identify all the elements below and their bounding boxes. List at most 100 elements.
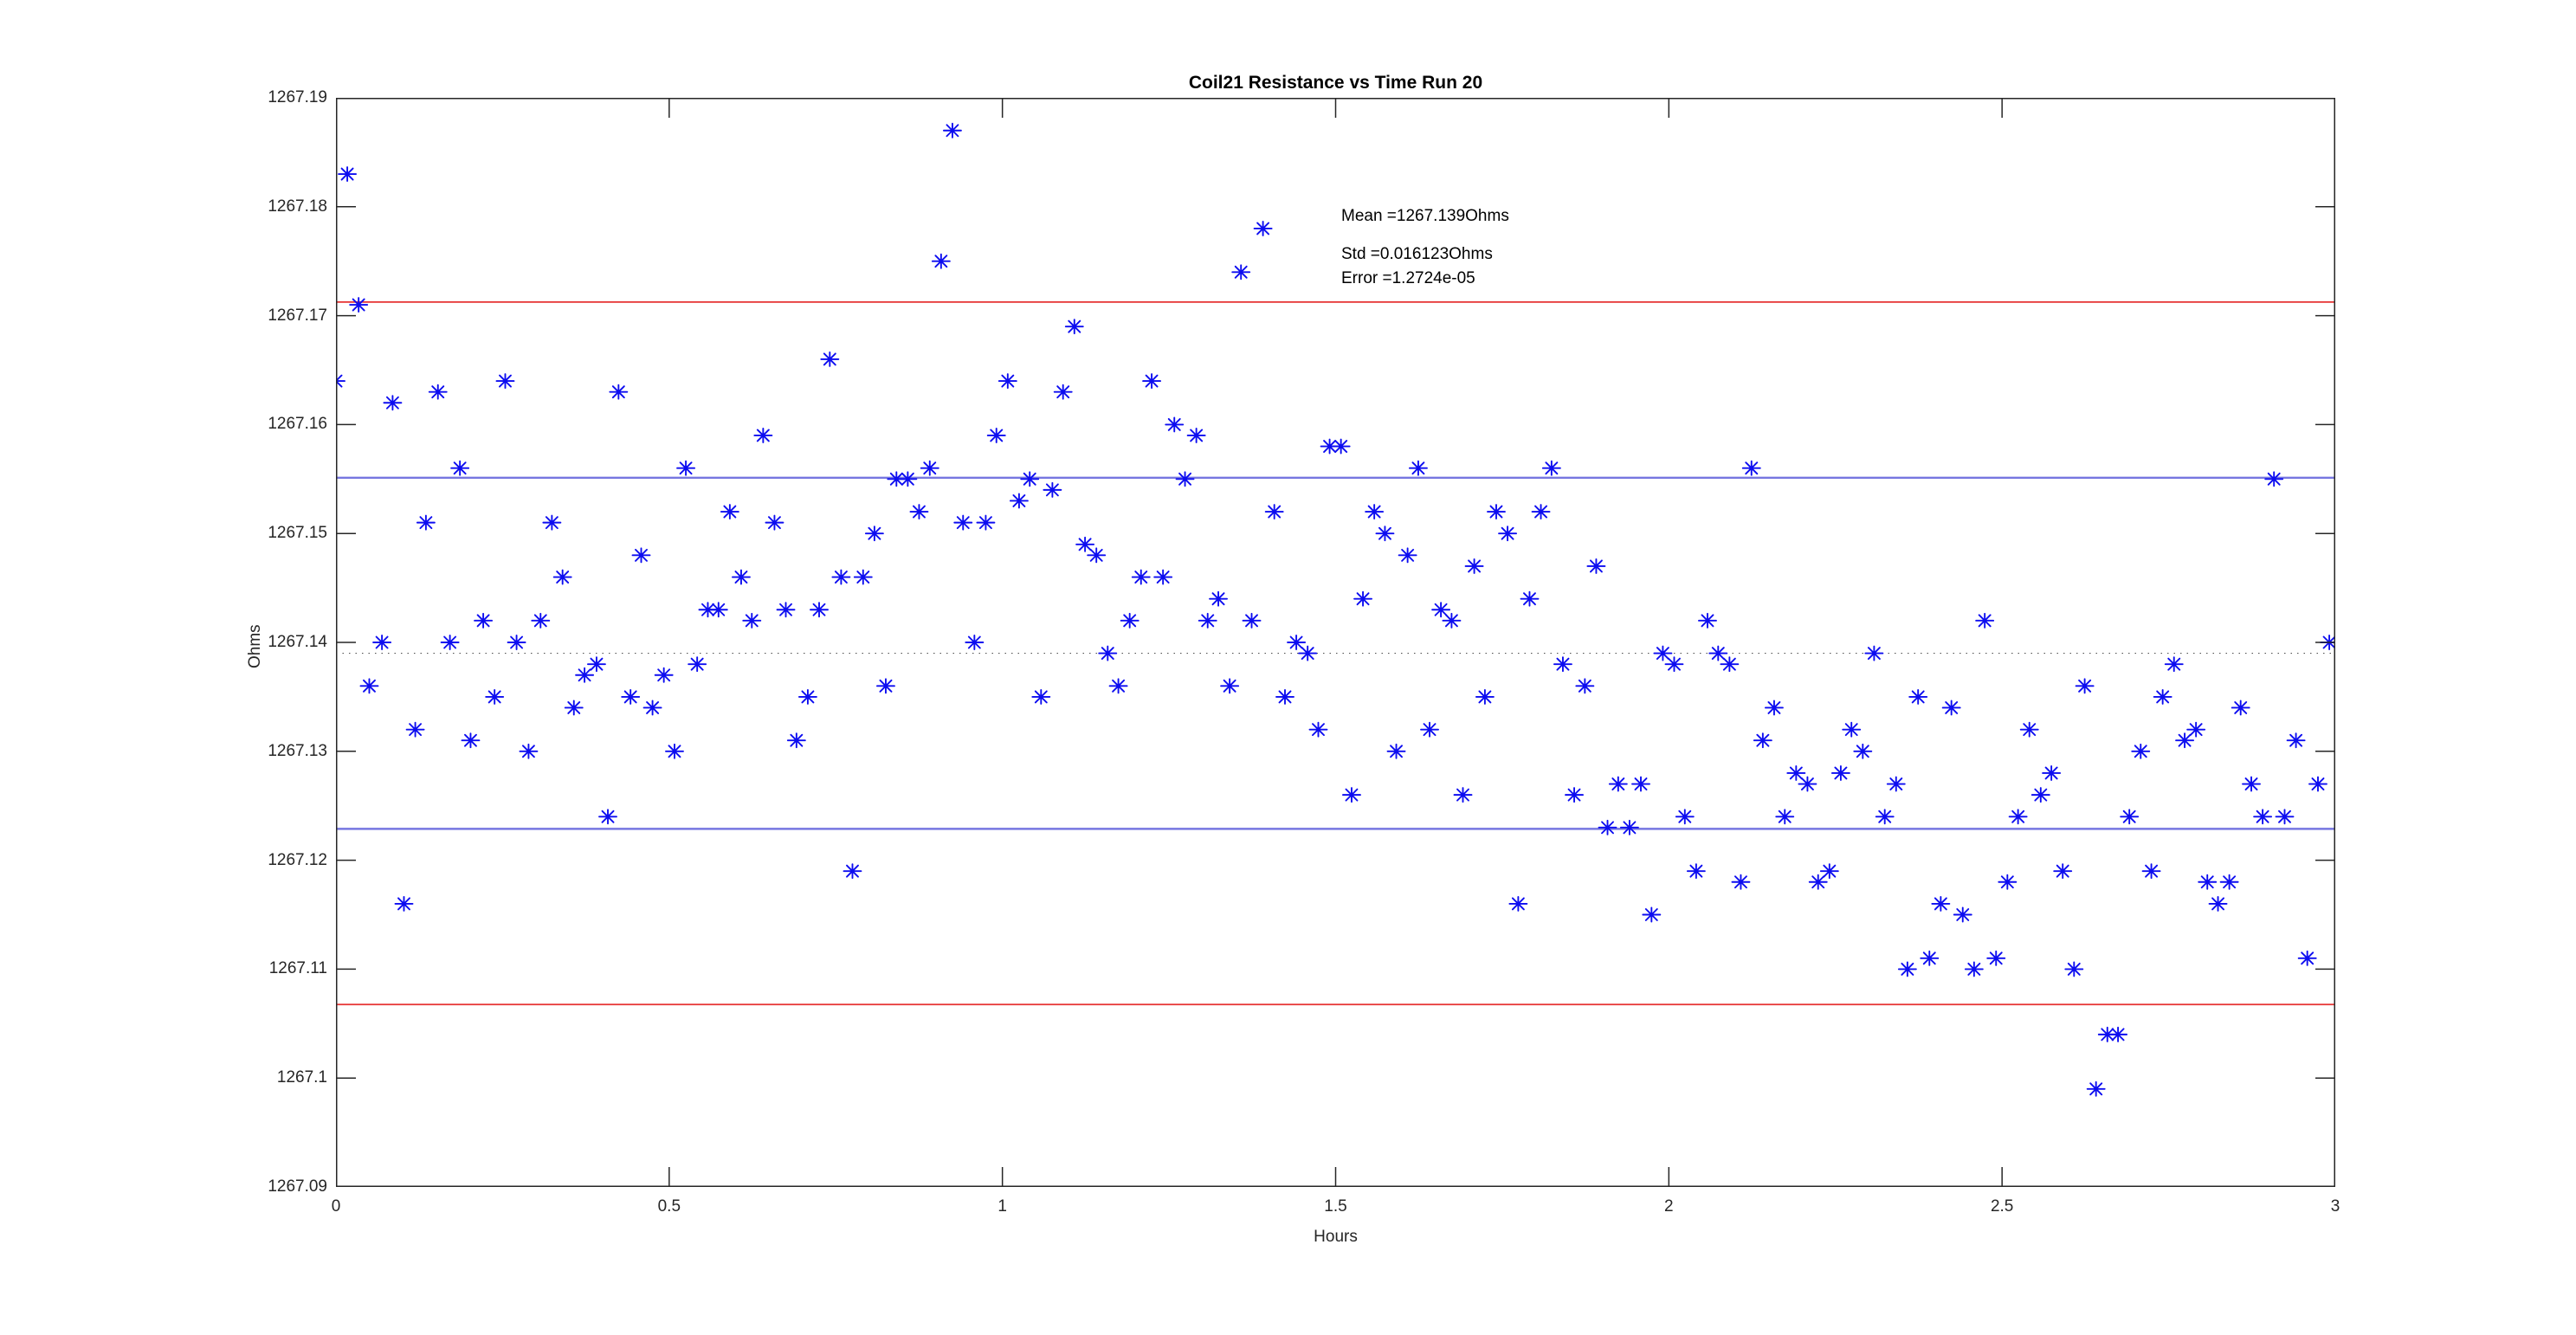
data-point-marker xyxy=(575,667,595,683)
data-point-marker xyxy=(1553,656,1572,673)
data-point-marker xyxy=(843,863,862,880)
data-point-marker xyxy=(2264,471,2284,487)
data-point-marker xyxy=(495,373,515,390)
data-point-marker xyxy=(1853,743,1873,759)
data-point-marker xyxy=(2208,895,2228,912)
y-tick-label: 1267.13 xyxy=(268,741,327,760)
data-point-marker xyxy=(1487,504,1506,519)
data-point-marker xyxy=(876,678,895,694)
data-point-marker xyxy=(853,569,873,585)
data-point-marker xyxy=(552,569,572,585)
y-tick-label: 1267.09 xyxy=(268,1177,327,1196)
data-point-marker xyxy=(2253,809,2273,825)
data-point-marker xyxy=(942,122,962,139)
data-point-marker xyxy=(810,602,829,618)
data-point-marker xyxy=(405,721,425,738)
data-point-marker xyxy=(2141,863,2161,880)
data-point-marker xyxy=(698,602,718,618)
data-point-marker xyxy=(2008,809,2028,825)
y-tick-label: 1267.19 xyxy=(268,88,327,106)
data-point-marker xyxy=(1209,590,1228,607)
y-tick-label: 1267.15 xyxy=(268,524,327,543)
std-annotation: Std =0.016123Ohms xyxy=(1341,245,1493,263)
data-point-marker xyxy=(1886,776,1906,792)
data-point-marker xyxy=(1142,373,1162,390)
data-point-marker xyxy=(1753,732,1772,749)
data-point-marker xyxy=(776,602,796,618)
data-point-marker xyxy=(1764,700,1784,716)
data-point-marker xyxy=(1242,612,1262,629)
data-point-marker xyxy=(753,428,773,443)
data-point-marker xyxy=(1108,678,1128,694)
data-point-marker xyxy=(1864,645,1884,661)
data-point-marker xyxy=(1375,526,1395,542)
x-tick-label: 0 xyxy=(331,1197,341,1216)
data-point-marker xyxy=(2097,1026,2117,1042)
y-tick-label: 1267.11 xyxy=(268,959,327,978)
data-point-marker xyxy=(1731,874,1751,890)
data-point-marker xyxy=(1642,906,1662,923)
data-point-marker xyxy=(2019,721,2039,738)
data-point-marker xyxy=(953,514,973,531)
data-point-marker xyxy=(676,460,696,476)
data-point-marker xyxy=(1931,895,1951,912)
chart-title: Coil21 Resistance vs Time Run 20 xyxy=(1188,73,1483,93)
data-point-marker xyxy=(688,656,707,673)
data-point-marker xyxy=(542,514,562,531)
plot-canvas xyxy=(336,98,2335,1187)
data-point-marker xyxy=(1131,569,1151,585)
data-point-marker xyxy=(797,688,817,705)
data-point-marker xyxy=(909,504,929,519)
data-point-marker xyxy=(1098,645,1118,661)
data-point-marker xyxy=(586,656,606,673)
data-point-marker xyxy=(1575,678,1595,694)
data-point-marker xyxy=(1897,961,1917,977)
data-point-marker xyxy=(1053,384,1073,400)
data-point-marker xyxy=(1498,526,1518,542)
data-point-marker xyxy=(1842,721,1862,738)
data-point-marker xyxy=(2120,809,2140,825)
data-point-marker xyxy=(1708,645,1728,661)
data-point-marker xyxy=(1264,504,1284,519)
data-point-marker xyxy=(1031,688,1051,705)
data-point-marker xyxy=(642,700,662,716)
y-tick-label: 1267.1 xyxy=(276,1068,327,1087)
x-tick-label: 1 xyxy=(997,1197,1007,1216)
data-point-marker xyxy=(1798,776,1817,792)
data-point-marker xyxy=(720,504,739,519)
data-point-marker xyxy=(338,166,358,183)
stats-annotation: Mean =1267.139Ohms Std =0.016123Ohms Err… xyxy=(1341,208,1509,287)
data-point-marker xyxy=(1698,612,1717,629)
data-point-marker xyxy=(1565,787,1584,803)
data-point-marker xyxy=(1686,863,1706,880)
data-point-marker xyxy=(1720,656,1740,673)
data-point-marker xyxy=(1964,961,1984,977)
data-point-marker xyxy=(1508,895,1528,912)
data-point-marker xyxy=(2086,1080,2106,1097)
data-point-marker xyxy=(997,373,1017,390)
data-point-marker xyxy=(1608,776,1628,792)
data-point-marker xyxy=(1398,547,1417,564)
data-point-marker xyxy=(2186,721,2206,738)
data-point-marker xyxy=(1365,504,1385,519)
axes-frame xyxy=(336,98,2335,1187)
data-point-marker xyxy=(1598,819,1617,835)
data-point-marker xyxy=(1342,787,1361,803)
data-point-marker xyxy=(1331,438,1351,455)
data-point-marker xyxy=(2175,732,2195,749)
data-point-marker xyxy=(1198,612,1217,629)
data-point-marker xyxy=(1920,950,1940,966)
plot-area xyxy=(336,98,2335,1187)
data-point-marker xyxy=(1220,678,1240,694)
data-point-marker xyxy=(621,688,641,705)
data-point-marker xyxy=(986,428,1006,443)
data-point-marker xyxy=(786,732,806,749)
data-point-marker xyxy=(1808,874,1828,890)
data-point-marker xyxy=(1386,743,1406,759)
data-point-marker xyxy=(2286,732,2306,749)
data-point-marker xyxy=(1275,688,1294,705)
x-tick-label: 3 xyxy=(2330,1197,2340,1216)
data-point-marker xyxy=(428,384,448,400)
data-point-marker xyxy=(1541,460,1561,476)
